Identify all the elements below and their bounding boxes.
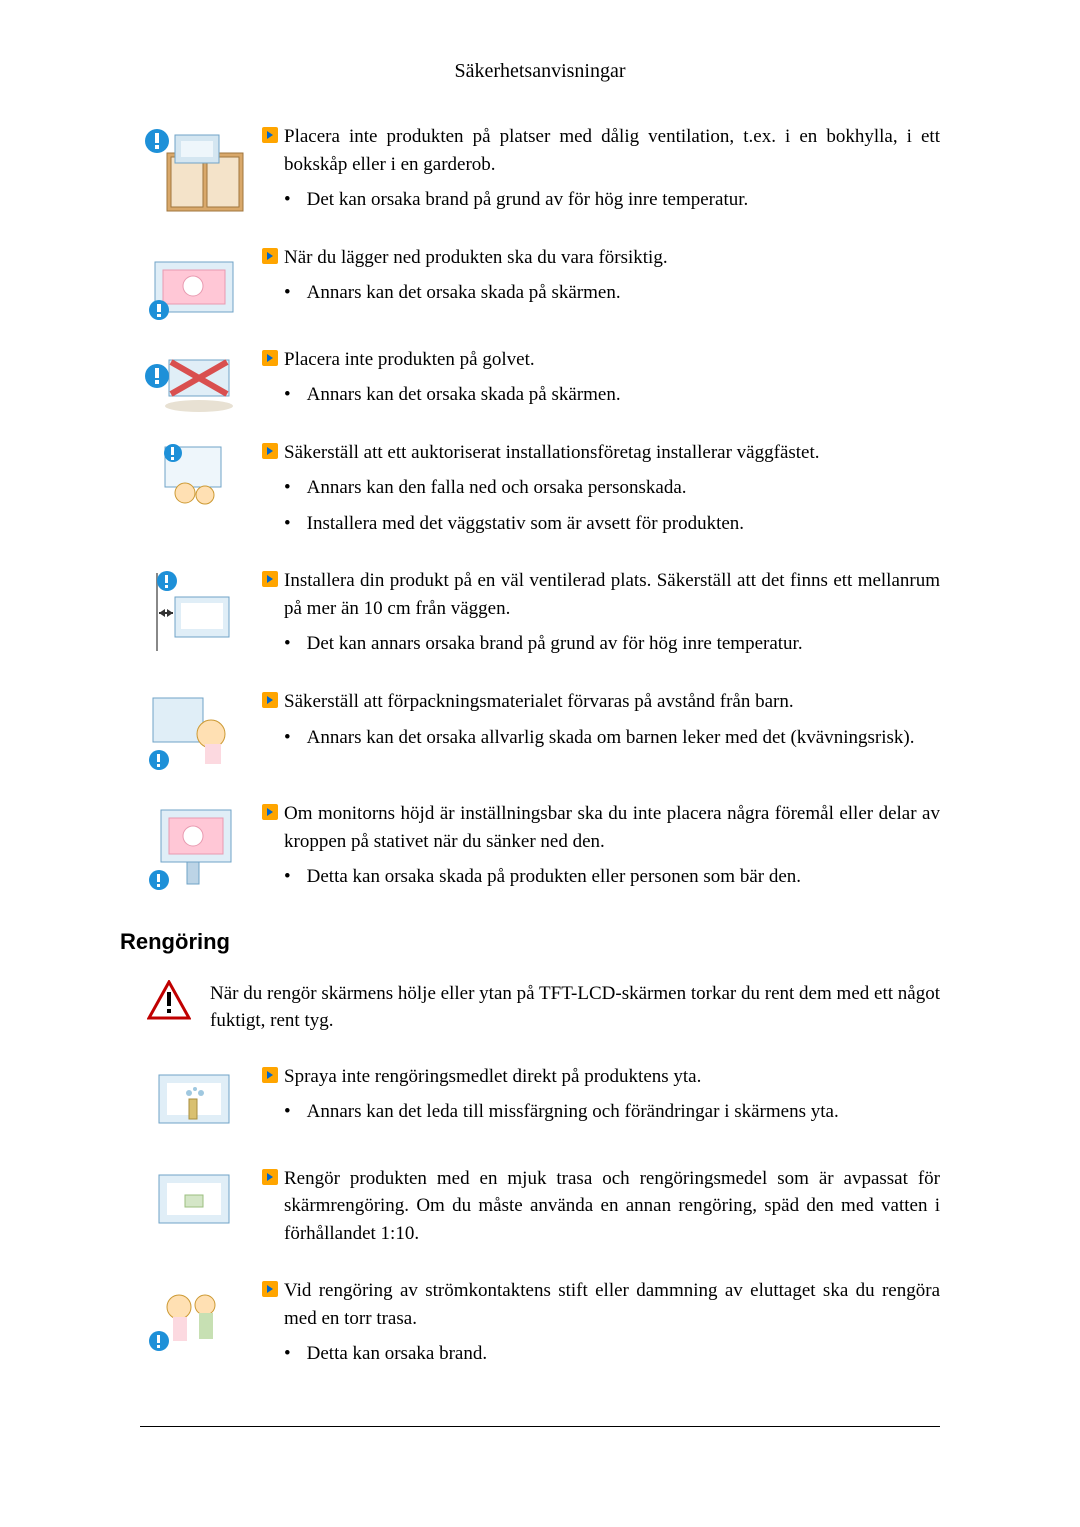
arrow-bullet-icon — [262, 804, 278, 820]
safety-bullet: Annars kan det orsaka skada på skärmen. — [307, 381, 621, 409]
safety-bullet: Installera med det väggstativ som är avs… — [307, 510, 744, 538]
safety-item: Placera inte produkten på golvet. Annars… — [140, 346, 940, 417]
cleaning-intro: När du rengör skärmens hölje eller ytan … — [140, 980, 940, 1035]
arrow-bullet-icon — [262, 127, 278, 143]
arrow-bullet-icon — [262, 1067, 278, 1083]
safety-item: Installera din produkt på en väl ventile… — [140, 567, 940, 666]
caution-triangle-icon — [140, 980, 198, 1020]
safety-illustration-ventilation-icon — [140, 567, 250, 657]
safety-text: Rengör produkten med en mjuk trasa och r… — [262, 1165, 940, 1256]
safety-bullet: Annars kan det orsaka skada på skärmen. — [307, 279, 621, 307]
safety-bullets: Det kan annars orsaka brand på grund av … — [262, 630, 940, 658]
safety-illustration-softcloth-icon — [140, 1165, 250, 1237]
safety-bullets: Detta kan orsaka skada på produkten elle… — [262, 863, 940, 891]
safety-bullet: Det kan orsaka brand på grund av för hög… — [307, 186, 749, 214]
safety-heading: Rengör produkten med en mjuk trasa och r… — [284, 1165, 940, 1248]
arrow-bullet-icon — [262, 443, 278, 459]
safety-heading: Säkerställ att förpackningsmaterialet fö… — [284, 688, 794, 716]
safety-illustration-plug-icon — [140, 1277, 250, 1357]
safety-illustration-laydown-icon — [140, 244, 250, 324]
safety-text: Installera din produkt på en väl ventile… — [262, 567, 940, 666]
safety-bullets: Annars kan den falla ned och orsaka pers… — [262, 474, 940, 537]
safety-heading: Spraya inte rengöringsmedlet direkt på p… — [284, 1063, 701, 1091]
safety-item: Om monitorns höjd är inställningsbar ska… — [140, 800, 940, 899]
safety-bullet: Annars kan det leda till missfärgning oc… — [307, 1098, 839, 1126]
safety-item: Placera inte produkten på platser med då… — [140, 123, 940, 222]
safety-item: Vid rengöring av strömkontaktens stift e… — [140, 1277, 940, 1376]
safety-bullets: Annars kan det orsaka skada på skärmen. — [262, 279, 940, 307]
safety-item: Spraya inte rengöringsmedlet direkt på p… — [140, 1063, 940, 1143]
section-title-cleaning: Rengöring — [120, 929, 940, 955]
arrow-bullet-icon — [262, 1169, 278, 1185]
safety-heading: Installera din produkt på en väl ventile… — [284, 567, 940, 622]
safety-bullet: Detta kan orsaka skada på produkten elle… — [307, 863, 801, 891]
footer-divider — [140, 1426, 940, 1427]
safety-bullets: Detta kan orsaka brand. — [262, 1340, 940, 1368]
safety-item: Säkerställ att förpackningsmaterialet fö… — [140, 688, 940, 778]
safety-text: Placera inte produkten på platser med då… — [262, 123, 940, 222]
safety-illustration-floor-icon — [140, 346, 250, 416]
safety-bullets: Annars kan det orsaka skada på skärmen. — [262, 381, 940, 409]
arrow-bullet-icon — [262, 248, 278, 264]
safety-bullet: Detta kan orsaka brand. — [307, 1340, 487, 1368]
arrow-bullet-icon — [262, 692, 278, 708]
safety-text: Säkerställ att förpackningsmaterialet fö… — [262, 688, 940, 759]
safety-heading: Placera inte produkten på golvet. — [284, 346, 535, 374]
safety-bullets: Annars kan det orsaka allvarlig skada om… — [262, 724, 940, 752]
arrow-bullet-icon — [262, 571, 278, 587]
safety-bullets: Det kan orsaka brand på grund av för hög… — [262, 186, 940, 214]
safety-text: Vid rengöring av strömkontaktens stift e… — [262, 1277, 940, 1376]
page: Säkerhetsanvisningar Placera inte produk… — [0, 0, 1080, 1467]
safety-bullet: Annars kan den falla ned och orsaka pers… — [307, 474, 687, 502]
safety-bullet: Det kan annars orsaka brand på grund av … — [307, 630, 803, 658]
safety-heading: Vid rengöring av strömkontaktens stift e… — [284, 1277, 940, 1332]
safety-illustration-spray-icon — [140, 1063, 250, 1143]
safety-text: Placera inte produkten på golvet. Annars… — [262, 346, 940, 417]
safety-bullet: Annars kan det orsaka allvarlig skada om… — [307, 724, 915, 752]
safety-illustration-height-icon — [140, 800, 250, 896]
safety-item: Säkerställ att ett auktoriserat installa… — [140, 439, 940, 546]
safety-text: Om monitorns höjd är inställningsbar ska… — [262, 800, 940, 899]
safety-heading: Om monitorns höjd är inställningsbar ska… — [284, 800, 940, 855]
safety-heading: Säkerställ att ett auktoriserat installa… — [284, 439, 820, 467]
safety-bullets: Annars kan det leda till missfärgning oc… — [262, 1098, 940, 1126]
cleaning-intro-text: När du rengör skärmens hölje eller ytan … — [210, 980, 940, 1035]
safety-heading: Placera inte produkten på platser med då… — [284, 123, 940, 178]
page-header-title: Säkerhetsanvisningar — [140, 60, 940, 83]
safety-text: Spraya inte rengöringsmedlet direkt på p… — [262, 1063, 940, 1134]
safety-heading: När du lägger ned produkten ska du vara … — [284, 244, 668, 272]
safety-illustration-wallmount-icon — [140, 439, 250, 511]
safety-item: När du lägger ned produkten ska du vara … — [140, 244, 940, 324]
safety-text: Säkerställ att ett auktoriserat installa… — [262, 439, 940, 546]
safety-item: Rengör produkten med en mjuk trasa och r… — [140, 1165, 940, 1256]
safety-text: När du lägger ned produkten ska du vara … — [262, 244, 940, 315]
safety-illustration-packaging-icon — [140, 688, 250, 778]
arrow-bullet-icon — [262, 1281, 278, 1297]
safety-illustration-bookshelf-icon — [140, 123, 250, 213]
arrow-bullet-icon — [262, 350, 278, 366]
